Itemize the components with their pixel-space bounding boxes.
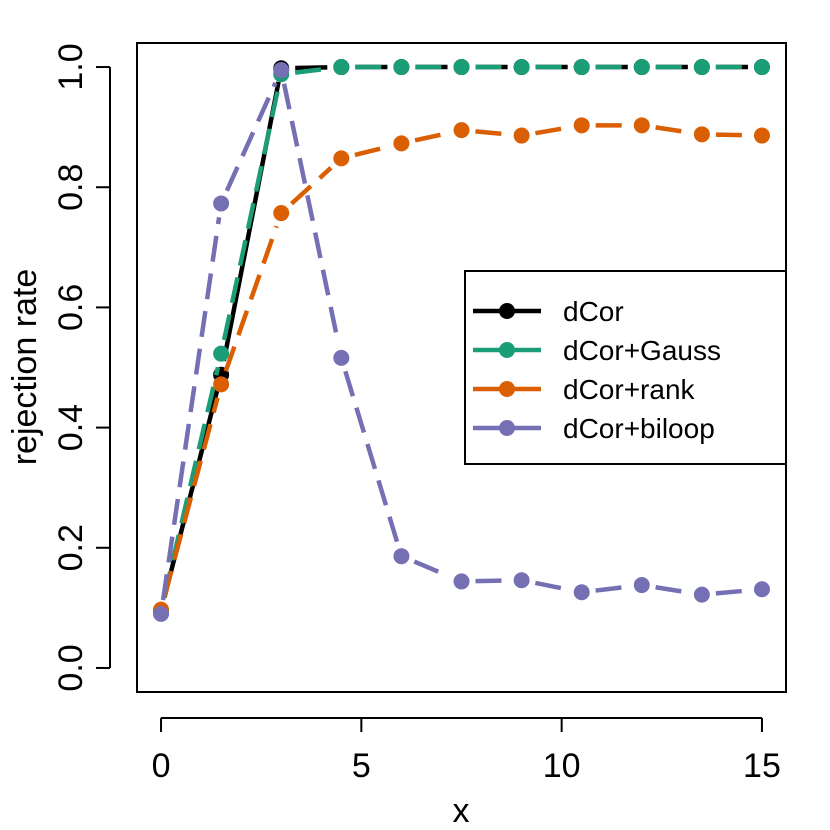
legend-marker	[499, 342, 515, 358]
series-segment	[343, 370, 400, 544]
data-point	[273, 205, 290, 222]
series-segment	[475, 129, 508, 137]
data-point	[633, 577, 650, 594]
data-point	[513, 127, 530, 144]
legend-marker	[499, 420, 515, 436]
series-segment	[223, 225, 279, 372]
series-segment	[595, 584, 629, 593]
y-tick-label: 0.8	[52, 164, 90, 211]
x-tick-label: 0	[152, 747, 171, 785]
series-dcor-gauss	[153, 59, 770, 619]
series-segment	[162, 397, 220, 597]
data-point	[393, 135, 410, 152]
series-segment	[715, 132, 749, 138]
series-segment	[294, 66, 328, 75]
data-point	[513, 59, 530, 76]
legend-label: dCor+biloop	[563, 413, 715, 444]
y-tick-label: 0.2	[52, 524, 90, 571]
data-point	[333, 150, 350, 167]
data-point	[453, 59, 470, 76]
series-segment	[221, 87, 281, 341]
data-point	[213, 345, 230, 362]
data-point	[513, 572, 530, 589]
y-tick-label: 0.4	[52, 404, 90, 451]
data-point	[753, 127, 770, 144]
legend-marker	[499, 303, 515, 319]
series-segment	[162, 387, 220, 598]
data-point	[693, 586, 710, 603]
data-point	[633, 117, 650, 134]
legend-label: dCor+Gauss	[563, 335, 721, 366]
data-point	[393, 59, 410, 76]
data-point	[573, 117, 590, 134]
series-segment	[534, 580, 569, 592]
data-point	[753, 581, 770, 598]
data-point	[393, 548, 410, 565]
series-segment	[655, 125, 689, 135]
data-point	[213, 376, 230, 393]
y-tick-label: 0.0	[52, 644, 90, 691]
x-tick-label: 5	[352, 747, 371, 785]
series-dcor-biloop	[153, 62, 770, 622]
x-axis-title: x	[453, 792, 470, 830]
legend-item: dCor+Gauss	[473, 335, 721, 366]
legend-marker	[499, 381, 515, 397]
legend-label: dCor+rank	[563, 374, 696, 405]
series-segment	[414, 130, 449, 143]
series-segment	[160, 216, 222, 601]
data-point	[333, 59, 350, 76]
data-point	[573, 584, 590, 601]
series-segment	[715, 588, 749, 596]
data-point	[453, 122, 470, 139]
x-tick-label: 10	[543, 747, 581, 785]
series-segment	[295, 65, 328, 71]
series-segment	[475, 578, 508, 584]
series-segment	[224, 81, 278, 192]
series-dcor-rank	[153, 117, 770, 618]
axes: 0 5 10 15 0.0 0.2 0.4 0.6 0.8 1.0	[52, 43, 781, 785]
y-axis-title: rejection rate	[6, 269, 44, 466]
data-point	[153, 605, 170, 622]
data-point	[333, 349, 350, 366]
legend-item: dCor	[473, 296, 624, 327]
legend-box	[464, 270, 787, 465]
data-point	[693, 126, 710, 143]
series-segment	[290, 166, 333, 206]
series-segment	[535, 125, 569, 136]
legend-item: dCor+biloop	[473, 413, 715, 444]
data-point	[453, 573, 470, 590]
series-segment	[655, 585, 689, 595]
series-segment	[354, 144, 389, 158]
data-point	[753, 59, 770, 76]
data-point	[213, 195, 230, 212]
legend: dCor dCor+Gauss dCor+rank dCor+biloop	[464, 270, 787, 465]
y-tick-label: 0.6	[52, 284, 90, 331]
x-tick-label: 15	[743, 747, 781, 785]
data-point	[273, 62, 290, 79]
legend-item: dCor+rank	[473, 374, 696, 405]
series-segment	[281, 83, 341, 345]
data-point	[633, 59, 650, 76]
data-point	[693, 59, 710, 76]
plot-area	[153, 59, 770, 622]
series-segment	[413, 559, 450, 579]
y-tick-label: 1.0	[52, 43, 90, 90]
data-point	[573, 59, 590, 76]
legend-label: dCor	[563, 296, 624, 327]
